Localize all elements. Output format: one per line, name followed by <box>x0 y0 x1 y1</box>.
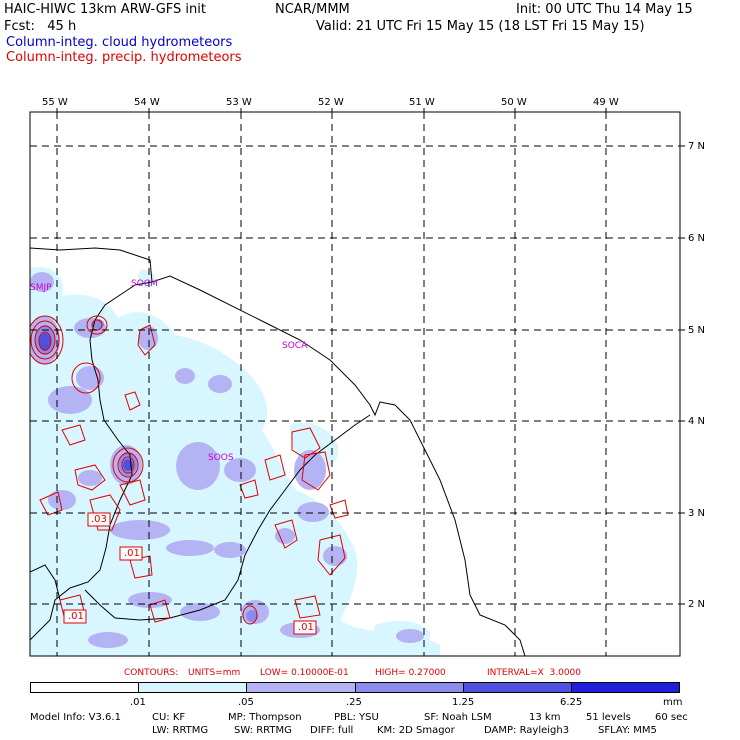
init-time: Init: 00 UTC Thu 14 May 15 <box>516 2 693 17</box>
low-label: LOW= 0.10000E-01 <box>260 668 349 678</box>
lw-scheme: LW: RRTMG <box>152 725 209 736</box>
lat-label: 3 N <box>688 508 706 519</box>
mp-scheme: MP: Thompson <box>228 712 302 723</box>
lon-label: 54 W <box>134 97 160 108</box>
station-label: SOOS <box>208 453 234 463</box>
colorbar-bin <box>355 683 464 692</box>
colorbar-tick: .01 <box>130 697 146 708</box>
lat-label: 6 N <box>688 233 706 244</box>
lon-label: 52 W <box>318 97 344 108</box>
precip-field-title: Column-integ. precip. hydrometeors <box>6 50 242 65</box>
valid-time: Valid: 21 UTC Fri 15 May 15 (18 LST Fri … <box>316 19 645 34</box>
station-label: SOCM <box>131 279 158 289</box>
colorbar-bin <box>571 683 680 692</box>
colorbar-tick: .05 <box>238 697 254 708</box>
lat-label: 4 N <box>688 416 706 427</box>
contour-label: .01 <box>124 548 140 559</box>
lon-label: 50 W <box>501 97 527 108</box>
cloud-field-title: Column-integ. cloud hydrometeors <box>6 35 233 50</box>
lon-label: 55 W <box>42 97 68 108</box>
diff-scheme: DIFF: full <box>310 725 354 736</box>
timestep: 60 sec <box>655 712 688 723</box>
station-label: SMJP <box>30 283 52 293</box>
org-label: NCAR/MMM <box>275 2 350 17</box>
colorbar-bin <box>463 683 572 692</box>
levels: 51 levels <box>586 712 631 723</box>
lat-label: 2 N <box>688 599 706 610</box>
colorbar-bin <box>247 683 356 692</box>
sw-scheme: SW: RRTMG <box>234 725 292 736</box>
cu-scheme: CU: KF <box>152 712 186 723</box>
contour-label: .01 <box>68 611 84 622</box>
colorbar-tick: .25 <box>346 697 362 708</box>
lon-label: 51 W <box>409 97 435 108</box>
precip-contours <box>30 315 349 625</box>
contour-label: .03 <box>91 514 107 525</box>
km-scheme: KM: 2D Smagor <box>377 725 455 736</box>
shading-layer <box>30 267 440 656</box>
lat-label: 7 N <box>688 141 706 152</box>
damp-scheme: DAMP: Rayleigh3 <box>484 725 570 736</box>
lon-label: 53 W <box>226 97 252 108</box>
colorbar-bin <box>31 683 140 692</box>
lon-label: 49 W <box>593 97 619 108</box>
lat-lon-grid <box>30 112 680 656</box>
sflay-scheme: SFLAY: MM5 <box>598 725 657 736</box>
lat-label: 5 N <box>688 325 706 336</box>
units-label: UNITS=mm <box>188 668 241 678</box>
colorbar-tick: 6.25 <box>560 697 583 708</box>
contours-label: CONTOURS: <box>124 668 179 678</box>
colorbar <box>30 682 680 693</box>
contour-label-boxes <box>63 512 317 635</box>
frame-ticks <box>56 108 685 605</box>
resolution: 13 km <box>529 712 561 723</box>
colorbar-bin <box>139 683 248 692</box>
model-info: Model Info: V3.6.1 <box>30 712 121 723</box>
pbl-scheme: PBL: YSU <box>334 712 379 723</box>
contour-label: .01 <box>298 622 314 633</box>
model-title: HAIC-HIWC 13km ARW-GFS init <box>4 2 206 17</box>
colorbar-tick: 1.25 <box>452 697 475 708</box>
colorbar-unit: mm <box>663 697 683 708</box>
forecast-hour: Fcst: 45 h <box>4 19 77 34</box>
high-label: HIGH= 0.27000 <box>375 668 446 678</box>
coastline-layer <box>30 247 526 656</box>
map-frame <box>29 111 681 657</box>
station-label: SOCA <box>282 341 308 351</box>
interval-label: INTERVAL=X 3.0000 <box>487 668 582 678</box>
sf-scheme: SF: Noah LSM <box>424 712 492 723</box>
